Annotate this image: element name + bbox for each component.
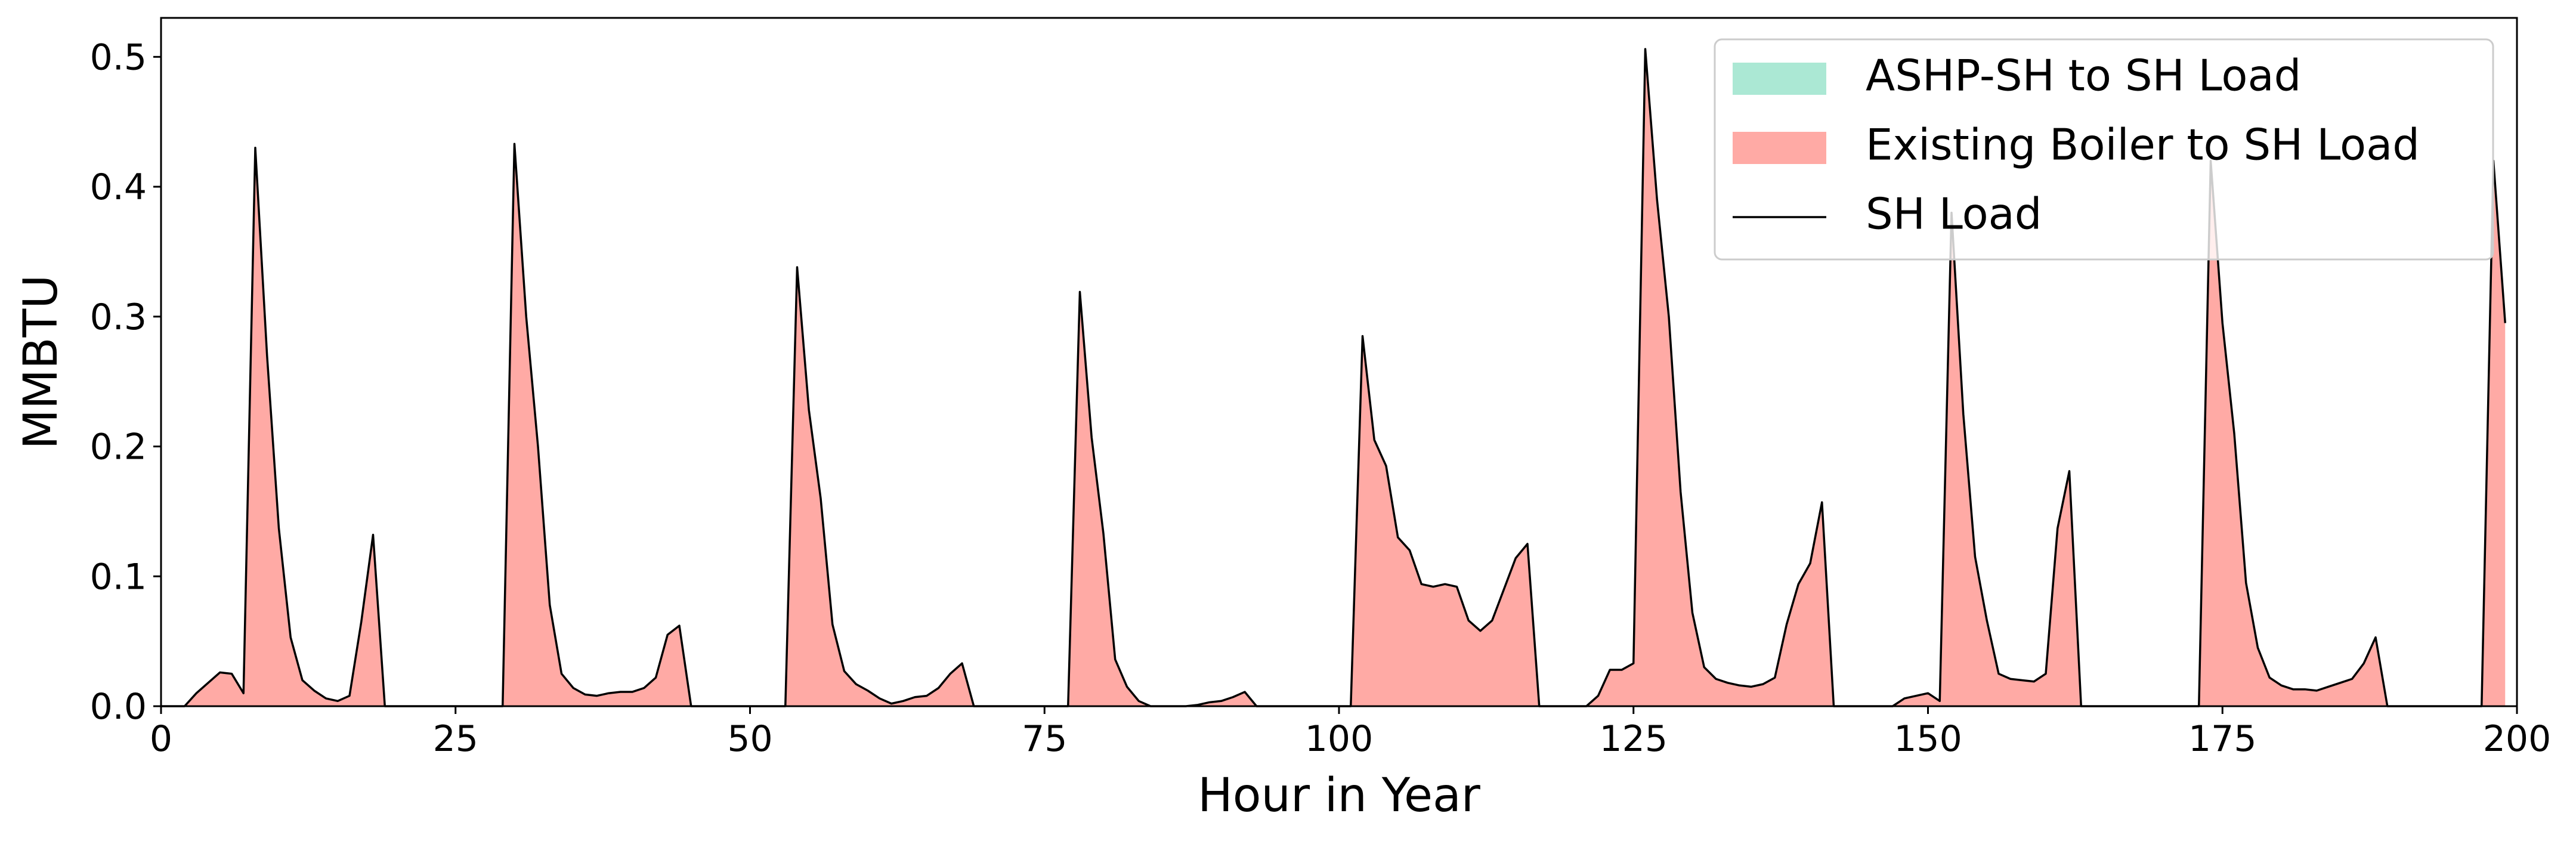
x-tick-label: 175 bbox=[2188, 718, 2257, 760]
y-tick-label: 0.3 bbox=[90, 296, 147, 338]
y-tick-label: 0.5 bbox=[90, 36, 147, 78]
y-axis-label: MMBTU bbox=[14, 275, 68, 450]
legend-swatch bbox=[1733, 132, 1826, 164]
x-tick-label: 150 bbox=[1894, 718, 1962, 760]
y-tick-label: 0.2 bbox=[90, 426, 147, 468]
legend-box bbox=[1714, 38, 2494, 261]
y-tick-label: 0.0 bbox=[90, 686, 147, 728]
x-tick-label: 0 bbox=[150, 718, 172, 760]
x-tick-label: 125 bbox=[1599, 718, 1668, 760]
x-tick-label: 25 bbox=[433, 718, 478, 760]
y-tick-label: 0.4 bbox=[90, 166, 147, 208]
legend: ASHP-SH to SH Load Existing Boiler to SH … bbox=[1714, 38, 2494, 261]
x-tick-label: 50 bbox=[727, 718, 772, 760]
legend-label: SH Load bbox=[1866, 189, 2042, 239]
legend-label: Existing Boiler to SH Load bbox=[1866, 120, 2420, 170]
legend-swatch bbox=[1733, 63, 1826, 95]
x-axis-label: Hour in Year bbox=[1198, 769, 1481, 823]
x-tick-label: 200 bbox=[2483, 718, 2552, 760]
legend-label: ASHP-SH to SH Load bbox=[1866, 51, 2301, 101]
y-tick-label: 0.1 bbox=[90, 556, 147, 598]
x-tick-label: 75 bbox=[1022, 718, 1067, 760]
x-tick-label: 100 bbox=[1305, 718, 1374, 760]
